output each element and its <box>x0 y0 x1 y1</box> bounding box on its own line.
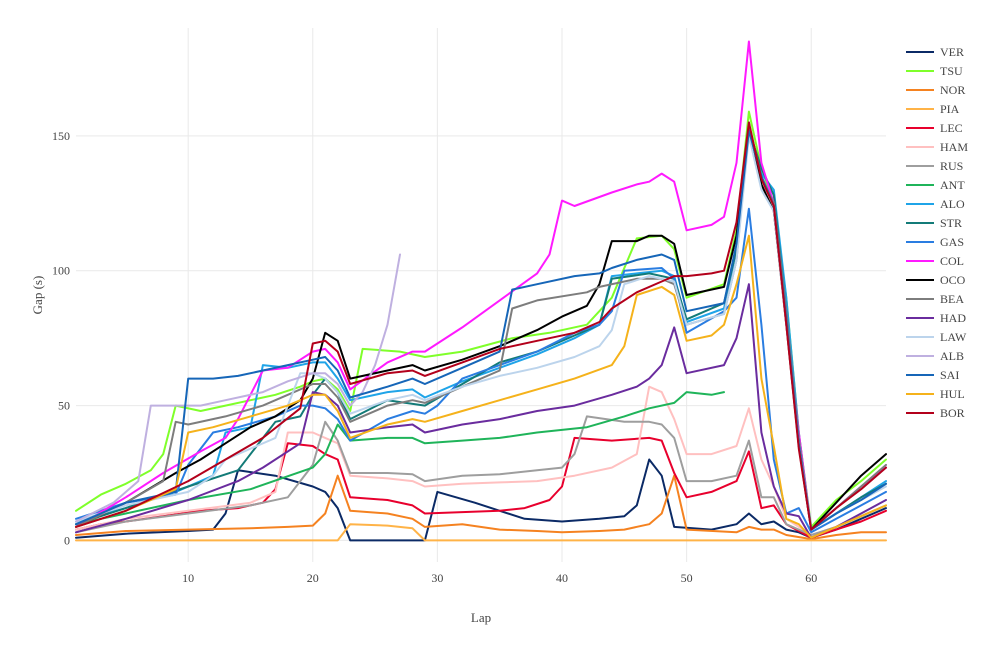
series-line-rus <box>75 415 887 536</box>
series-line-ver <box>75 458 887 542</box>
legend-label[interactable]: NOR <box>940 83 965 97</box>
x-axis-title: Lap <box>471 610 491 625</box>
legend-label[interactable]: TSU <box>940 64 963 78</box>
axis-ticks: 10 20 30 40 50 60 0 50 100 150 <box>52 129 817 585</box>
series-line-nor <box>75 474 887 541</box>
legend-label[interactable]: SAI <box>940 368 959 382</box>
y-axis-title: Gap (s) <box>30 276 45 315</box>
legend-label[interactable]: VER <box>940 45 964 59</box>
legend-label[interactable]: BEA <box>940 292 964 306</box>
series-line-hul <box>75 234 887 539</box>
legend-label[interactable]: COL <box>940 254 964 268</box>
x-tick-label: 10 <box>182 571 194 585</box>
legend-label[interactable]: HAD <box>940 311 966 325</box>
y-tick-label: 0 <box>64 533 70 547</box>
plot-area <box>75 40 887 542</box>
legend-label[interactable]: OCO <box>940 273 966 287</box>
legend-label[interactable]: ANT <box>940 178 965 192</box>
series-line-bor <box>75 121 887 531</box>
legend-label[interactable]: RUS <box>940 159 963 173</box>
x-tick-label: 40 <box>556 571 568 585</box>
x-tick-label: 20 <box>307 571 319 585</box>
y-tick-label: 50 <box>58 399 70 413</box>
x-tick-label: 30 <box>431 571 443 585</box>
series-line-ant <box>75 391 725 526</box>
legend-label[interactable]: LEC <box>940 121 963 135</box>
legend-label[interactable]: BOR <box>940 406 965 420</box>
legend-label[interactable]: HUL <box>940 387 965 401</box>
series-line-col <box>75 40 887 531</box>
legend-label[interactable]: ALB <box>940 349 964 363</box>
legend-label[interactable]: PIA <box>940 102 960 116</box>
x-tick-label: 60 <box>805 571 817 585</box>
legend: VER TSU NOR PIA LEC HAM RUS ANT ALO STR GAS COL OCO B… <box>906 45 968 420</box>
legend-label[interactable]: LAW <box>940 330 967 344</box>
series-line-pia <box>75 523 887 542</box>
series-line-oco <box>75 129 887 531</box>
series-line-law <box>75 134 887 531</box>
legend-label[interactable]: STR <box>940 216 962 230</box>
x-tick-label: 50 <box>681 571 693 585</box>
series-line-ham <box>75 385 887 536</box>
series-line-had <box>75 283 887 539</box>
legend-label[interactable]: ALO <box>940 197 965 211</box>
y-tick-label: 150 <box>52 129 70 143</box>
y-tick-label: 100 <box>52 264 70 278</box>
legend-label[interactable]: GAS <box>940 235 964 249</box>
legend-label[interactable]: HAM <box>940 140 968 154</box>
series-line-alb <box>75 253 401 523</box>
